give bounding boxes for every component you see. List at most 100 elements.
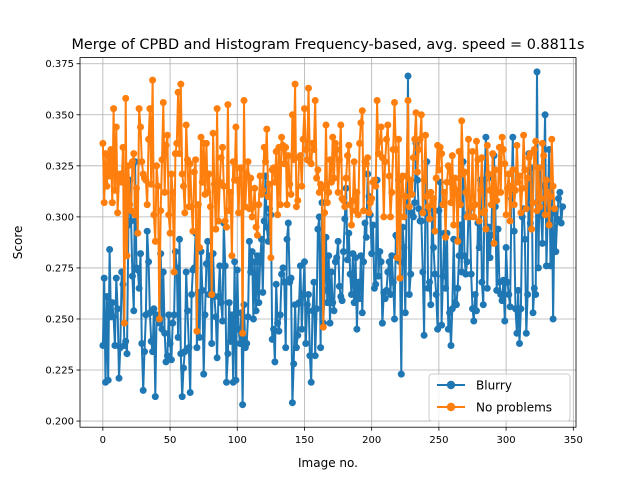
data-point (184, 307, 191, 315)
data-point (307, 378, 315, 386)
data-point (170, 268, 178, 276)
data-point (128, 158, 136, 166)
legend-marker-blurry (446, 380, 456, 390)
data-point (478, 154, 486, 162)
data-point (284, 152, 292, 160)
data-point (385, 172, 393, 180)
data-point (314, 225, 322, 233)
data-point (147, 180, 155, 188)
data-point (169, 319, 177, 327)
data-point (217, 154, 225, 162)
data-point (224, 101, 232, 109)
data-point (216, 262, 224, 270)
data-point (252, 223, 260, 231)
data-point (405, 203, 413, 211)
data-point (178, 170, 186, 178)
data-point (249, 203, 257, 211)
x-tick-label: 200 (362, 435, 381, 446)
data-point (349, 197, 357, 204)
data-point (362, 233, 370, 241)
data-point (498, 133, 506, 141)
data-point (326, 156, 334, 164)
data-point (559, 203, 567, 211)
data-point (255, 201, 263, 209)
data-point (460, 168, 468, 176)
data-point (427, 188, 435, 196)
data-point (342, 174, 350, 182)
data-point (387, 291, 394, 298)
data-point (344, 152, 351, 160)
data-point (185, 344, 193, 352)
data-point (294, 197, 302, 204)
data-point (467, 270, 475, 278)
data-point (282, 143, 290, 151)
data-point (186, 160, 194, 168)
data-point (358, 107, 366, 115)
data-point (274, 319, 282, 327)
data-point (260, 217, 268, 225)
data-point (268, 335, 276, 343)
data-point (104, 376, 112, 384)
data-point (451, 174, 459, 182)
data-point (377, 123, 385, 131)
chart-title: Merge of CPBD and Histogram Frequency-ba… (71, 37, 584, 53)
data-point (547, 193, 554, 200)
data-point (470, 317, 478, 325)
series-1 (99, 76, 558, 337)
data-point (189, 227, 197, 235)
data-point (267, 254, 275, 262)
data-point (352, 254, 360, 262)
data-point (272, 280, 280, 288)
data-point (280, 160, 288, 168)
data-point (530, 284, 538, 292)
data-point (514, 178, 522, 186)
data-point (538, 139, 546, 147)
data-point (326, 319, 334, 327)
ticks: 0 50 100 150 200 250 300 350 0.200 0.225 0.250 0.27… (45, 59, 582, 446)
data-point (475, 217, 483, 225)
data-point (283, 235, 291, 243)
data-point (538, 239, 546, 247)
data-point (299, 135, 307, 143)
data-point (529, 309, 537, 317)
data-point (532, 137, 540, 145)
data-point (161, 188, 169, 196)
data-point (248, 248, 256, 256)
data-point (458, 117, 466, 125)
data-point (283, 201, 291, 209)
legend-label-blurry: Blurry (476, 379, 512, 393)
data-point (181, 209, 189, 217)
data-point (227, 337, 234, 345)
data-point (322, 121, 330, 129)
data-point (282, 344, 290, 352)
data-point (522, 329, 530, 337)
data-point (350, 299, 358, 307)
data-point (556, 188, 564, 196)
data-point (247, 174, 255, 182)
data-point (178, 393, 186, 401)
data-point (518, 184, 526, 192)
data-point (219, 143, 226, 151)
data-point (505, 291, 513, 298)
data-point (106, 246, 114, 253)
data-point (288, 111, 296, 119)
data-point (360, 258, 368, 266)
data-point (123, 350, 131, 358)
plot-frame (79, 57, 577, 428)
data-point (327, 268, 335, 276)
data-point (427, 301, 435, 309)
data-point (533, 68, 541, 76)
y-axis-label: Score (11, 226, 25, 260)
data-point (295, 299, 303, 307)
data-point (506, 303, 514, 311)
data-point (529, 199, 537, 207)
data-point (251, 258, 259, 266)
data-point (444, 325, 452, 333)
data-point (454, 237, 462, 245)
data-point (228, 252, 236, 260)
data-point (325, 252, 333, 260)
data-point (201, 311, 209, 319)
data-point (182, 268, 190, 276)
data-point (483, 141, 491, 149)
